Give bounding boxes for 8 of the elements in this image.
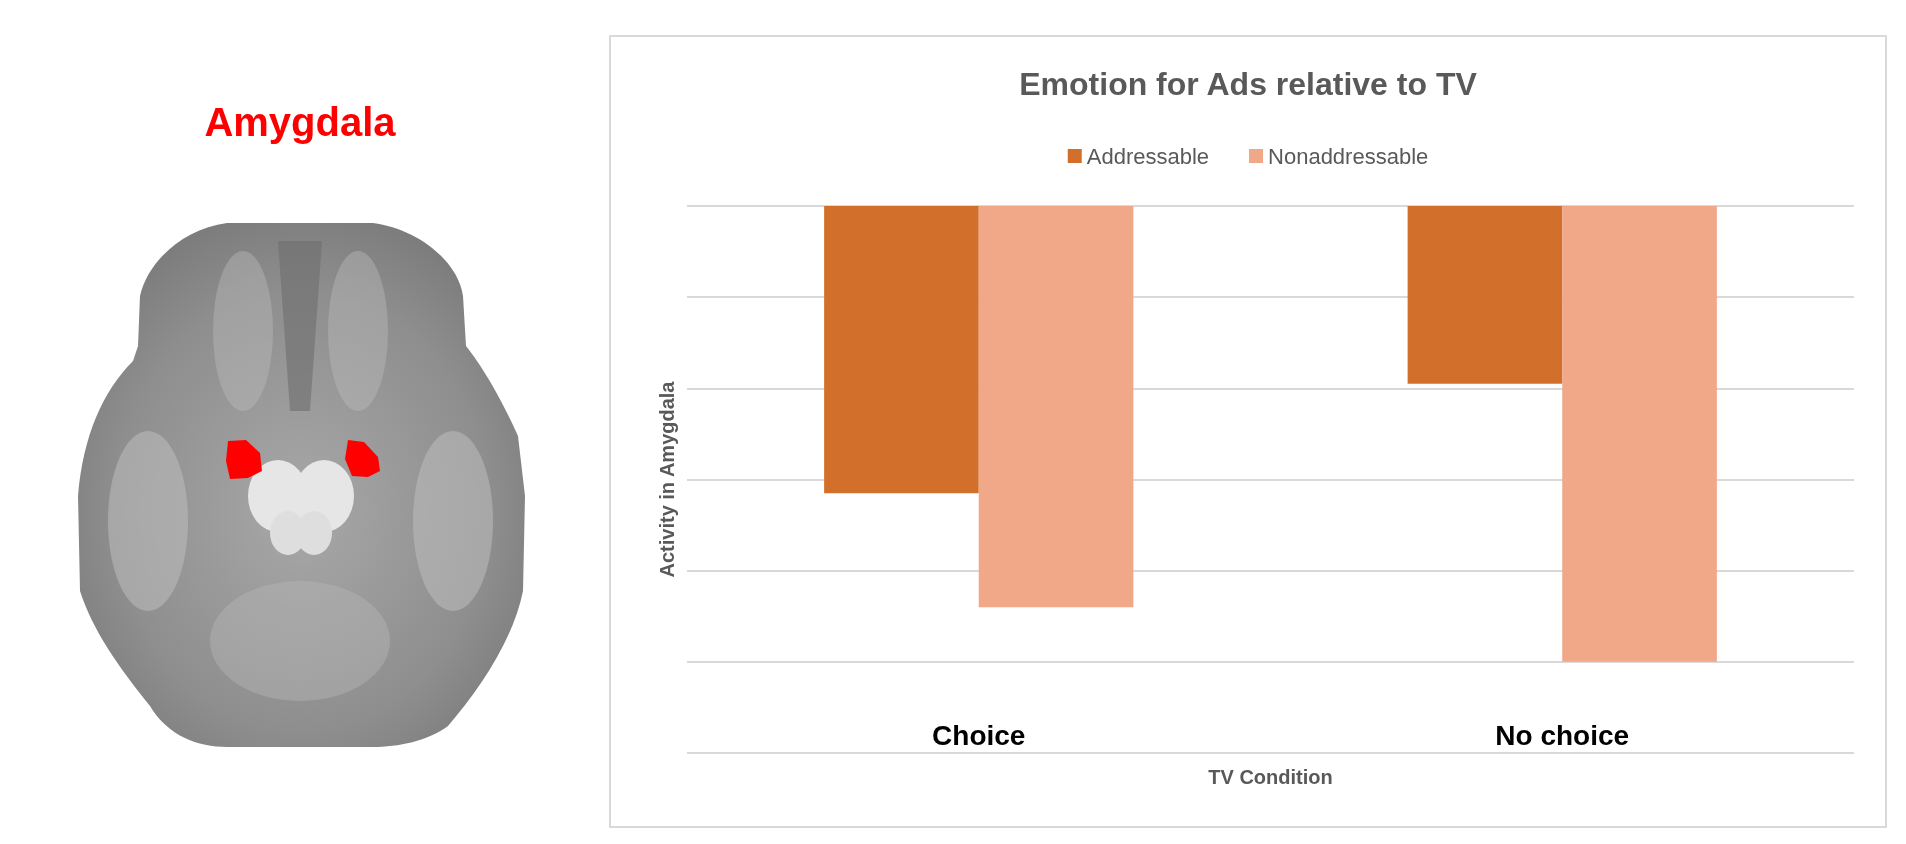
- x-tick-label: Choice: [932, 719, 1026, 751]
- text: Amygdala: [203, 99, 397, 146]
- legend-label: Nonaddressable: [1268, 143, 1429, 169]
- chart-title: Emotion for Ads relative to TV: [1019, 66, 1478, 102]
- legend-label: Addressable: [1086, 143, 1210, 169]
- x-tick-label: No choice: [1495, 719, 1630, 751]
- y-axis-title: Activity in Amygdala: [656, 380, 678, 578]
- x-axis-title: TV Condition: [1208, 766, 1333, 788]
